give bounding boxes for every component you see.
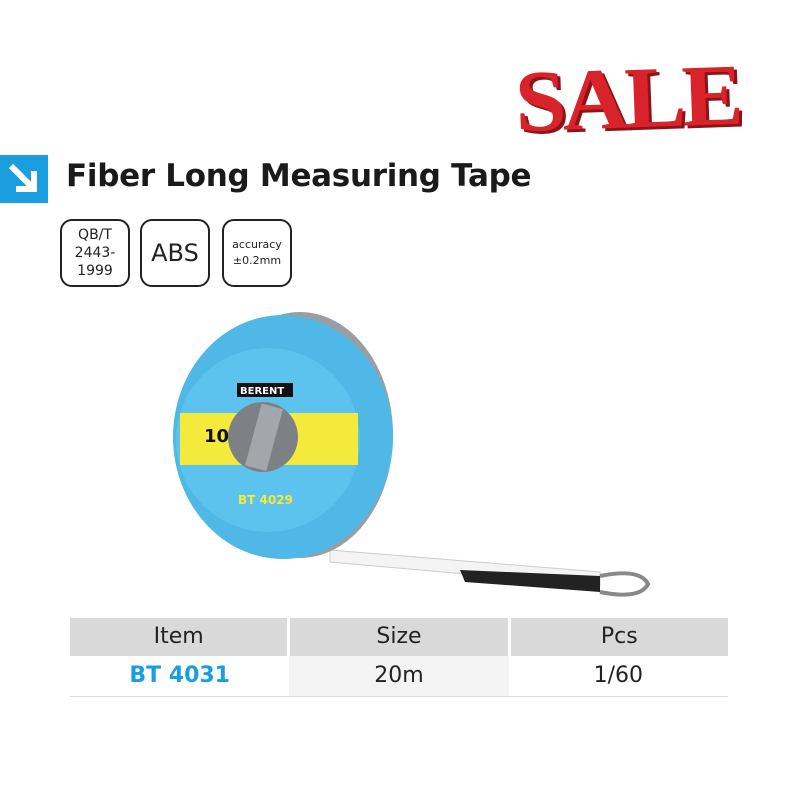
arrow-down-right-icon <box>0 155 48 203</box>
item-cell: BT 4031 <box>70 656 290 697</box>
header-pcs: Pcs <box>510 618 728 656</box>
label-band <box>180 413 358 465</box>
accuracy-badge: accuracy ±0.2mm <box>222 219 292 287</box>
brand-text: BERENT <box>240 386 284 397</box>
tape-rim <box>207 312 393 558</box>
material-badge: ABS <box>140 219 210 287</box>
hub <box>228 402 298 472</box>
badge-text: 2443- <box>74 245 116 261</box>
badge-text: accuracy <box>232 238 282 251</box>
badge-text: 1999 <box>77 263 113 279</box>
size-cell: 20m <box>289 656 509 697</box>
table-header: Item Size Pcs <box>70 618 728 656</box>
spec-table: Item Size Pcs BT 4031 20m 1/60 <box>70 618 728 697</box>
sale-banner: SALE <box>513 45 742 151</box>
tape-body <box>173 315 393 559</box>
tape-ring <box>599 571 651 597</box>
header-item: Item <box>70 618 291 656</box>
badge-text: QB/T <box>78 227 112 243</box>
product-title: Fiber Long Measuring Tape <box>66 158 532 194</box>
tape-strip <box>329 549 601 587</box>
badge-text: ABS <box>151 239 199 267</box>
model-text: BT 4029 <box>238 493 293 507</box>
standard-badge: QB/T 2443- 1999 <box>60 219 130 287</box>
badge-text: ±0.2mm <box>232 254 282 267</box>
pcs-cell: 1/60 <box>508 656 728 697</box>
length-text: 10 <box>204 426 229 447</box>
header-size: Size <box>290 618 511 656</box>
table-row: BT 4031 20m 1/60 <box>70 656 728 697</box>
tape-handle-strap <box>460 570 600 592</box>
